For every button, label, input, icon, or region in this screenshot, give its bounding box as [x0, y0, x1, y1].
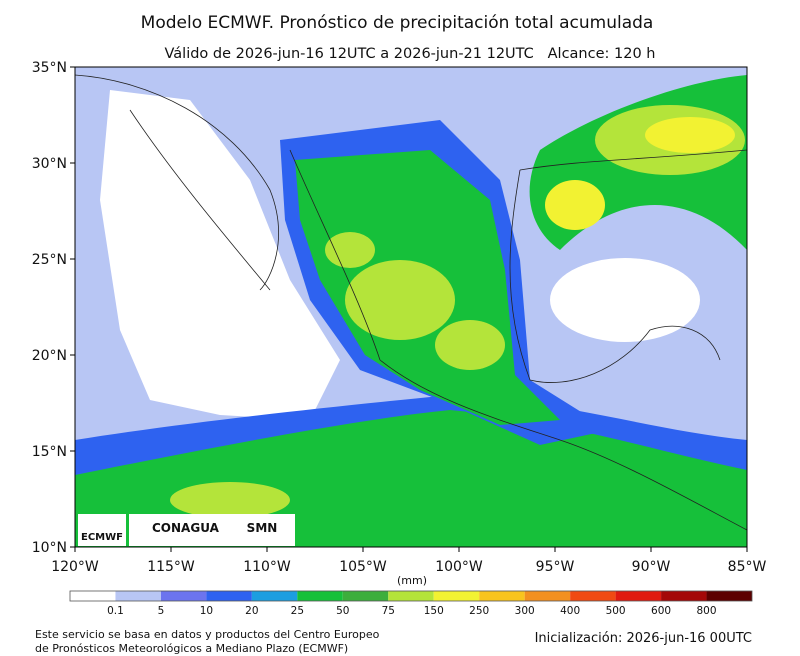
- logo-conagua: CONAGUA: [152, 521, 220, 535]
- lat-label: 35°N: [32, 60, 67, 76]
- colorbar-label: 600: [651, 605, 671, 617]
- colorbar-unit: (mm): [397, 574, 427, 587]
- colorbar-swatch: [206, 591, 252, 601]
- colorbar-label: 20: [245, 605, 258, 617]
- lon-label: 85°W: [728, 559, 767, 575]
- logos: ECMWF CONAGUA SMN: [78, 514, 295, 546]
- lon-label: 120°W: [51, 559, 99, 575]
- lat-label: 15°N: [32, 444, 67, 460]
- colorbar-swatch: [388, 591, 434, 601]
- colorbar-label: 25: [291, 605, 304, 617]
- colorbar-swatch: [706, 591, 752, 601]
- logo-ecmwf: ECMWF: [81, 532, 123, 543]
- colorbar-swatch: [115, 591, 161, 601]
- precip-map: [75, 67, 747, 547]
- colorbar-label: 0.1: [107, 605, 124, 617]
- colorbar-swatch: [661, 591, 707, 601]
- colorbar-swatch: [297, 591, 343, 601]
- lon-label: 100°W: [435, 559, 483, 575]
- colorbar-swatch: [70, 591, 116, 601]
- lat-label: 20°N: [32, 348, 67, 364]
- colorbar-label: 400: [560, 605, 580, 617]
- colorbar-swatch: [570, 591, 616, 601]
- map-frame: [74, 66, 748, 548]
- colorbar-swatch: [342, 591, 389, 601]
- colorbar-label: 250: [469, 605, 489, 617]
- colorbar-label: 50: [336, 605, 349, 617]
- footer-init: Inicialización: 2026-jun-16 00UTC: [535, 631, 752, 646]
- colorbar-swatch: [160, 591, 207, 601]
- colorbar-swatch: [524, 591, 571, 601]
- logo-smn: SMN: [247, 521, 278, 535]
- title: Modelo ECMWF. Pronóstico de precipitació…: [141, 13, 654, 33]
- colorbar-swatch: [251, 591, 298, 601]
- lon-label: 95°W: [536, 559, 575, 575]
- lon-label: 90°W: [632, 559, 671, 575]
- colorbar-swatch: [479, 591, 525, 601]
- footer-source: Este servicio se basa en datos y product…: [35, 628, 380, 641]
- colorbar-label: 300: [515, 605, 535, 617]
- lat-label: 10°N: [32, 540, 67, 556]
- colorbar-label: 800: [697, 605, 717, 617]
- colorbar-label: 5: [158, 605, 165, 617]
- lat-label: 30°N: [32, 156, 67, 172]
- footer-source: de Pronósticos Meteorológicos a Mediano …: [35, 642, 348, 655]
- lat-label: 25°N: [32, 252, 67, 268]
- colorbar-label: 10: [200, 605, 213, 617]
- colorbar-swatch: [615, 591, 662, 601]
- lon-label: 110°W: [243, 559, 291, 575]
- colorbar-label: 150: [424, 605, 444, 617]
- colorbar-label: 500: [606, 605, 626, 617]
- lon-label: 105°W: [339, 559, 387, 575]
- colorbar-label: 75: [382, 605, 395, 617]
- colorbar-swatch: [433, 591, 480, 601]
- colorbar-frame: [69, 590, 753, 602]
- subtitle: Válido de 2026-jun-16 12UTC a 2026-jun-2…: [164, 46, 655, 62]
- lon-label: 115°W: [147, 559, 195, 575]
